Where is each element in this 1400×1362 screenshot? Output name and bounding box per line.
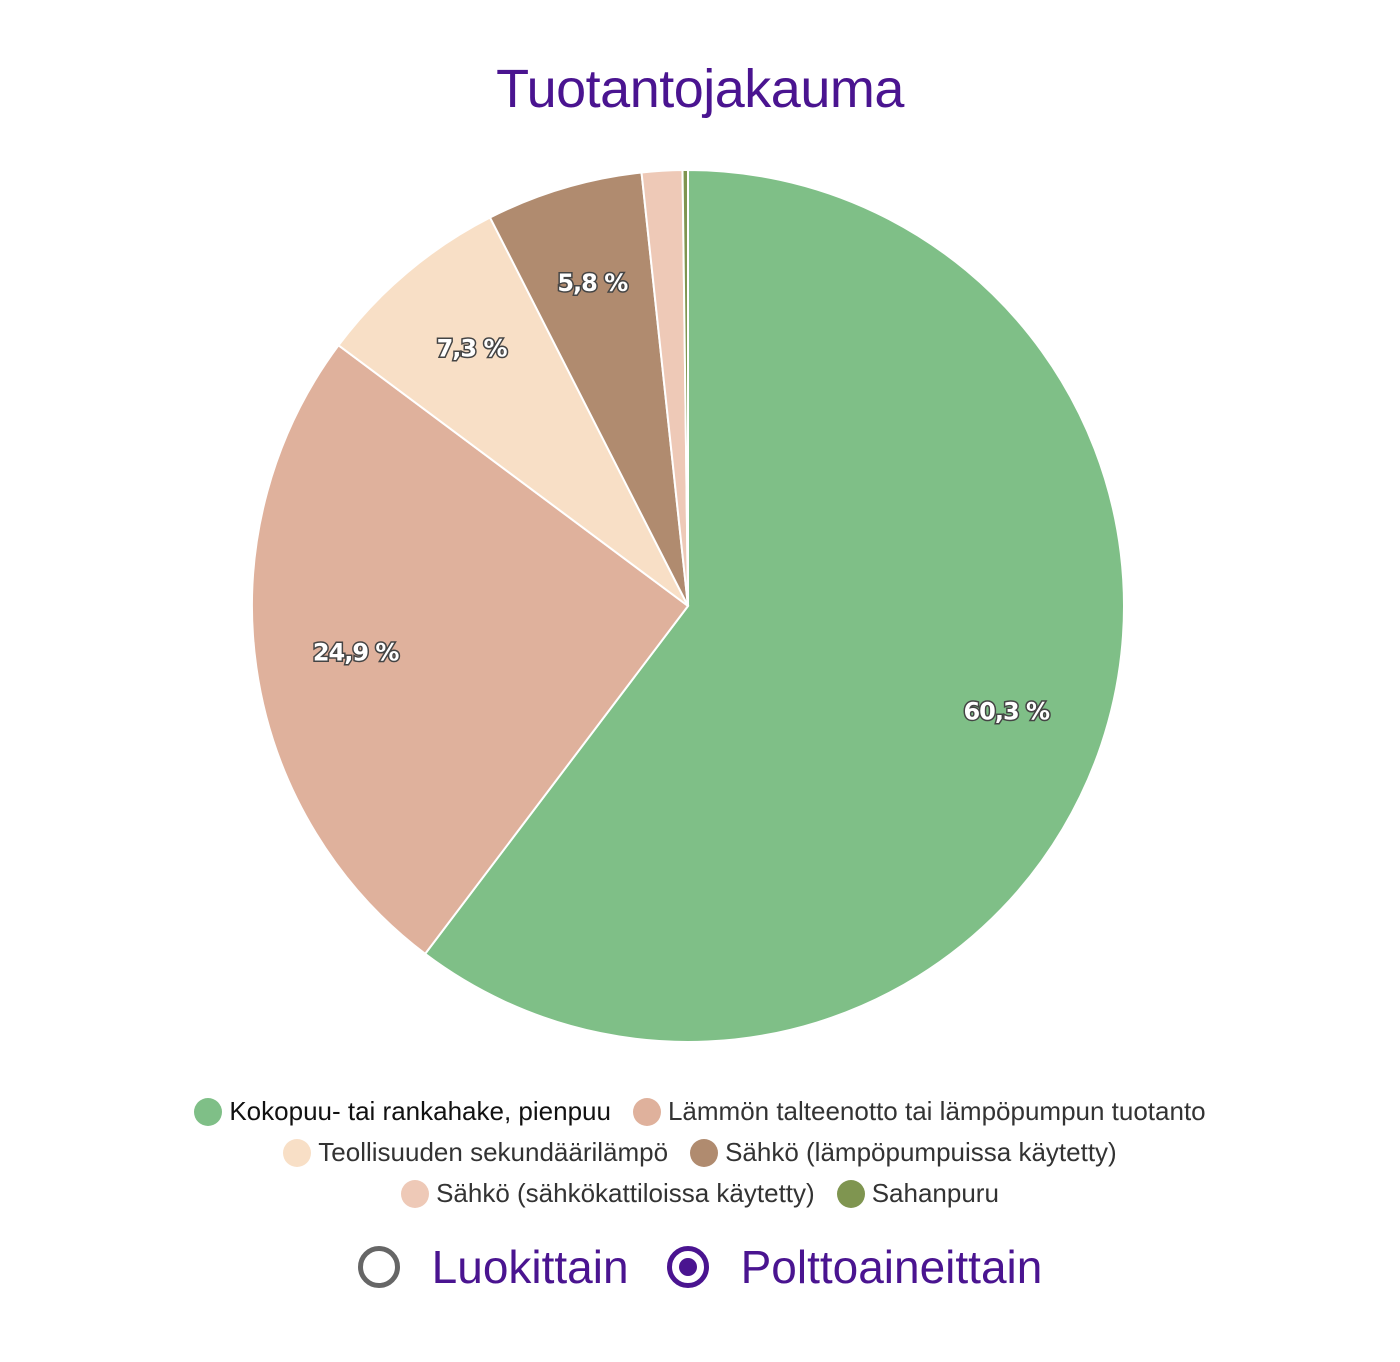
legend-item-sahko-sahkokattilat[interactable]: Sähkö (sähkökattiloissa käytetty)	[401, 1178, 815, 1209]
legend-item-lammon-talteenotto[interactable]: Lämmön talteenotto tai lämpöpumpun tuota…	[632, 1096, 1206, 1127]
legend-item-sahko-lampopumput[interactable]: Sähkö (lämpöpumpuissa käytetty)	[690, 1137, 1117, 1168]
legend-row: Teollisuuden sekundäärilämpö Sähkö (lämp…	[100, 1137, 1300, 1168]
legend: Kokopuu- tai rankahake, pienpuu Lämmön t…	[100, 1096, 1300, 1209]
legend-label: Sahanpuru	[871, 1178, 999, 1208]
pie-slice-0[interactable]	[423, 168, 1125, 1043]
pie-chart: 60,3 % 24,9 % 7,3 % 5,8 %	[251, 168, 1125, 1043]
legend-label: Teollisuuden sekundäärilämpö	[318, 1137, 669, 1167]
pie-slice-1[interactable]	[251, 343, 690, 956]
radio-unchecked-icon[interactable]	[357, 1246, 400, 1288]
pie-slice-2[interactable]	[337, 216, 689, 607]
legend-item-kokopuu[interactable]: Kokopuu- tai rankahake, pienpuu	[194, 1096, 611, 1127]
radio-label: Polttoaineittain	[740, 1241, 1043, 1293]
radio-label: Luokittain	[431, 1241, 629, 1293]
slice-data-label: 5,8 %	[557, 269, 628, 297]
radio-checked-icon[interactable]	[666, 1246, 709, 1288]
chart-title: Tuotantojakauma	[496, 59, 904, 119]
pie-slice-5[interactable]	[681, 168, 689, 607]
slice-data-label: 7,3 %	[437, 334, 508, 362]
legend-label: Kokopuu- tai rankahake, pienpuu	[229, 1096, 611, 1126]
legend-swatch	[632, 1097, 661, 1126]
legend-label: Sähkö (sähkökattiloissa käytetty)	[436, 1178, 815, 1208]
pie-slice-3[interactable]	[488, 171, 689, 607]
legend-item-sahanpuru[interactable]: Sahanpuru	[836, 1178, 999, 1209]
legend-swatch	[401, 1179, 430, 1208]
legend-label: Sähkö (lämpöpumpuissa käytetty)	[725, 1137, 1117, 1167]
legend-label: Lämmön talteenotto tai lämpöpumpun tuota…	[667, 1096, 1206, 1126]
legend-row: Kokopuu- tai rankahake, pienpuu Lämmön t…	[100, 1096, 1300, 1127]
slice-data-label: 24,9 %	[313, 638, 400, 666]
legend-swatch	[283, 1138, 312, 1167]
slice-data-label: 60,3 %	[963, 698, 1050, 726]
legend-swatch	[836, 1179, 865, 1208]
legend-swatch	[194, 1097, 223, 1126]
radio-luokittain[interactable]: Luokittain	[357, 1240, 629, 1294]
mode-switch: Luokittain Polttoaineittain	[0, 1240, 1400, 1294]
legend-item-teollisuuden-sekundaarilampo[interactable]: Teollisuuden sekundäärilämpö	[283, 1137, 668, 1168]
legend-swatch	[690, 1138, 719, 1167]
legend-row: Sähkö (sähkökattiloissa käytetty) Sahanp…	[100, 1178, 1300, 1209]
radio-polttoaineittain[interactable]: Polttoaineittain	[666, 1240, 1043, 1294]
